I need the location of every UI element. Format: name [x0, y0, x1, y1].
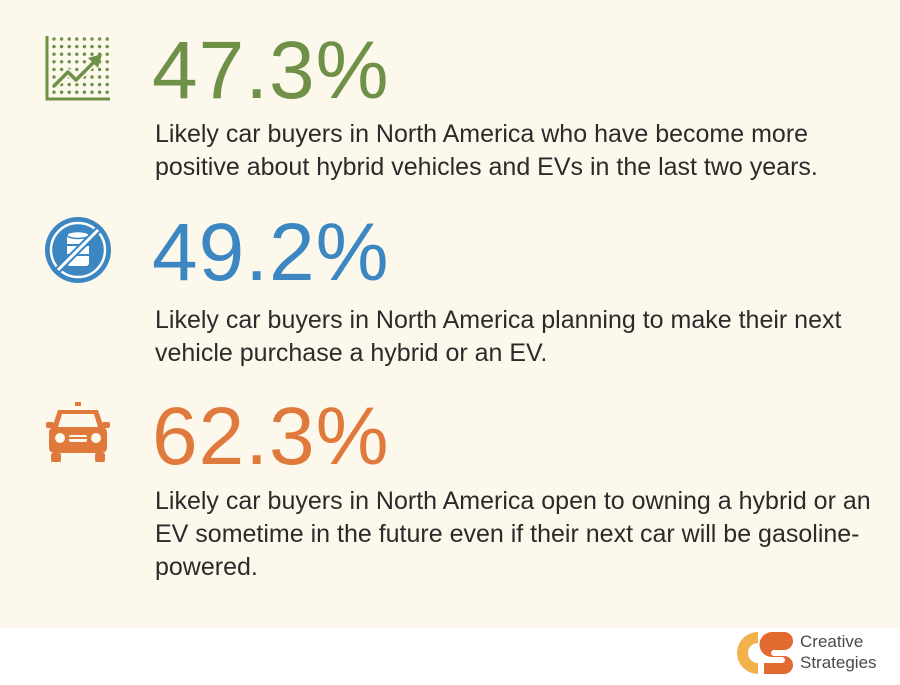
growth-chart-icon [45, 36, 110, 101]
car-icon [46, 402, 110, 462]
logo-wordmark: Creative Strategies [800, 631, 877, 673]
creative-strategies-logo: Creative Strategies [734, 628, 900, 685]
stat-value: 49.2% [152, 207, 390, 298]
stat-value: 47.3% [152, 25, 390, 116]
logo-line-1: Creative [800, 632, 864, 651]
stat-description: Likely car buyers in North America plann… [155, 306, 842, 367]
stat-value: 62.3% [152, 391, 390, 482]
stat-description: Likely car buyers in North America open … [155, 487, 871, 581]
no-oil-barrel-icon [45, 217, 111, 283]
logo-line-2: Strategies [800, 653, 877, 672]
creative-strategies-logo-mark [737, 632, 793, 674]
stats-panel: 47.3% Likely car buyers in North America… [0, 0, 900, 628]
stat-description: Likely car buyers in North America who h… [155, 120, 818, 181]
